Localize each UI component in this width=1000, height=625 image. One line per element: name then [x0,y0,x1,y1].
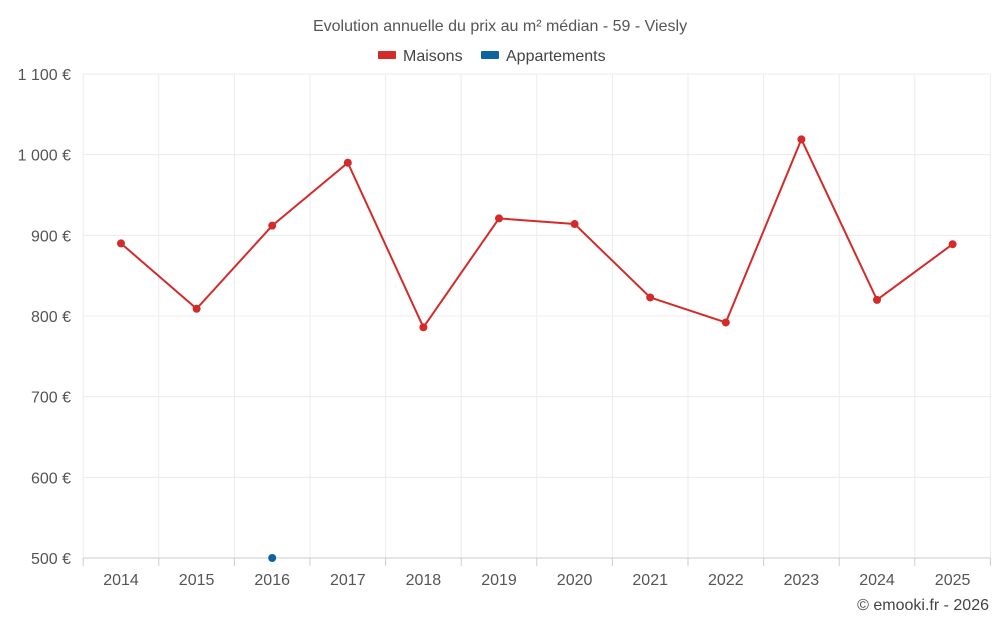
y-tick-label: 1 100 € [18,67,71,84]
data-point-maisons-2017[interactable] [343,158,352,167]
legend: Maisons Appartements [378,48,606,65]
y-tick-label: 500 € [31,551,71,568]
data-point-maisons-2022[interactable] [721,318,730,327]
y-tick-label: 600 € [31,470,71,487]
horizontal-gridlines [83,73,990,478]
data-point-maisons-2023[interactable] [797,135,806,144]
y-axis-tick-labels: 500 € 600 € 700 € 800 € 900 € 1 000 € 1 100 € [18,67,71,568]
credit-text: © emooki.fr - 2026 [857,597,989,614]
y-tick-label: 900 € [31,228,71,245]
x-tick-label: 2015 [179,572,215,589]
data-point-maisons-2015[interactable] [192,304,201,313]
y-tick-label: 1 000 € [18,148,71,165]
legend-label-appartements[interactable]: Appartements [506,48,606,65]
chart-title: Evolution annuelle du prix au m² médian … [313,18,687,35]
x-tick-label: 2014 [103,572,139,589]
legend-swatch-appartements[interactable] [481,51,499,59]
x-tick-label: 2017 [330,572,366,589]
x-tick-label: 2020 [557,572,593,589]
y-tick-label: 700 € [31,390,71,407]
data-point-maisons-2018[interactable] [419,323,428,332]
data-point-appartements-2016[interactable] [268,554,277,562]
x-tick-label: 2016 [254,572,290,589]
data-point-maisons-2020[interactable] [570,220,579,229]
data-point-maisons-2019[interactable] [495,214,503,223]
series-layer [117,135,957,562]
data-point-maisons-2016[interactable] [268,221,277,230]
y-tick-label: 800 € [31,309,71,326]
series-line-maisons [120,138,954,329]
legend-label-maisons[interactable]: Maisons [403,48,463,65]
legend-swatch-maisons[interactable] [378,51,396,59]
x-tick-label: 2022 [708,572,744,589]
x-axis: 2014 2015 2016 2017 2018 2019 2020 2021 2022 2023… [82,557,991,589]
x-tick-label: 2019 [481,572,517,589]
data-point-maisons-2014[interactable] [117,239,125,248]
data-point-maisons-2025[interactable] [948,240,957,249]
data-point-maisons-2024[interactable] [873,295,881,304]
x-tick-label: 2024 [859,572,895,589]
x-tick-label: 2018 [406,572,442,589]
x-tick-label: 2021 [632,572,668,589]
x-tick-label: 2023 [784,572,820,589]
x-tick-label: 2025 [935,572,971,589]
data-point-maisons-2021[interactable] [646,293,655,302]
